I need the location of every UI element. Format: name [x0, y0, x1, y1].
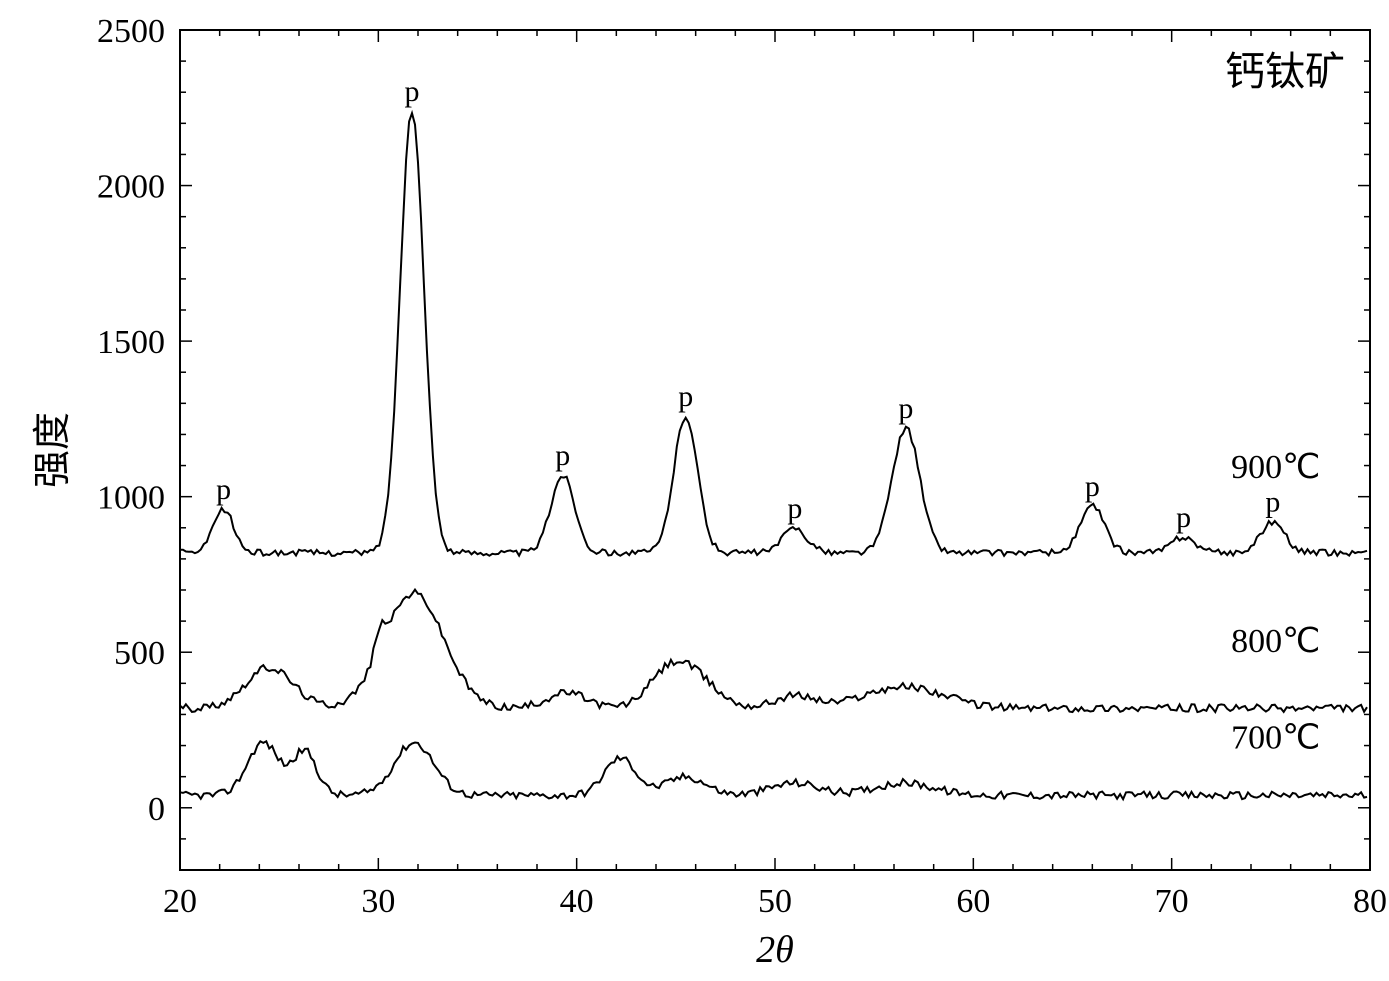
peak-label: p — [1176, 501, 1191, 534]
series-label: 700℃ — [1231, 720, 1320, 757]
trace-900℃ — [180, 113, 1367, 556]
peak-label: p — [1265, 486, 1280, 519]
trace-800℃ — [180, 590, 1367, 713]
y-tick-label: 1500 — [97, 324, 165, 361]
xrd-chart: 20 30 40 50 60 70 80 0 500 1000 1500 2000 2500 2θ 强度 钙钛… — [0, 0, 1389, 981]
peak-label: p — [216, 473, 231, 506]
y-tick-label: 1000 — [97, 480, 165, 517]
x-tick-label: 80 — [1353, 883, 1387, 920]
y-tick-label: 500 — [114, 635, 165, 672]
x-tick-label: 70 — [1155, 883, 1189, 920]
x-tick-label: 40 — [560, 883, 594, 920]
x-tick-label: 20 — [163, 883, 197, 920]
x-axis-label: 2θ — [756, 929, 794, 971]
series-label: 800℃ — [1231, 623, 1320, 660]
peak-label: p — [787, 492, 802, 525]
peak-label: p — [1085, 470, 1100, 503]
x-tick-label: 30 — [361, 883, 395, 920]
plot-frame — [180, 30, 1370, 870]
y-tick-label: 2500 — [97, 13, 165, 50]
peak-label: p — [405, 75, 420, 108]
x-tick-label: 60 — [956, 883, 990, 920]
legend-text: 钙钛矿 — [1225, 49, 1345, 94]
trace-700℃ — [180, 741, 1367, 799]
y-tick-label: 0 — [148, 791, 165, 828]
peak-label: p — [898, 392, 913, 425]
x-tick-label: 50 — [758, 883, 792, 920]
peak-label: p — [678, 380, 693, 413]
series-label: 900℃ — [1231, 449, 1320, 486]
y-tick-label: 2000 — [97, 169, 165, 206]
y-axis-label: 强度 — [32, 412, 74, 488]
peak-label: p — [555, 439, 570, 472]
